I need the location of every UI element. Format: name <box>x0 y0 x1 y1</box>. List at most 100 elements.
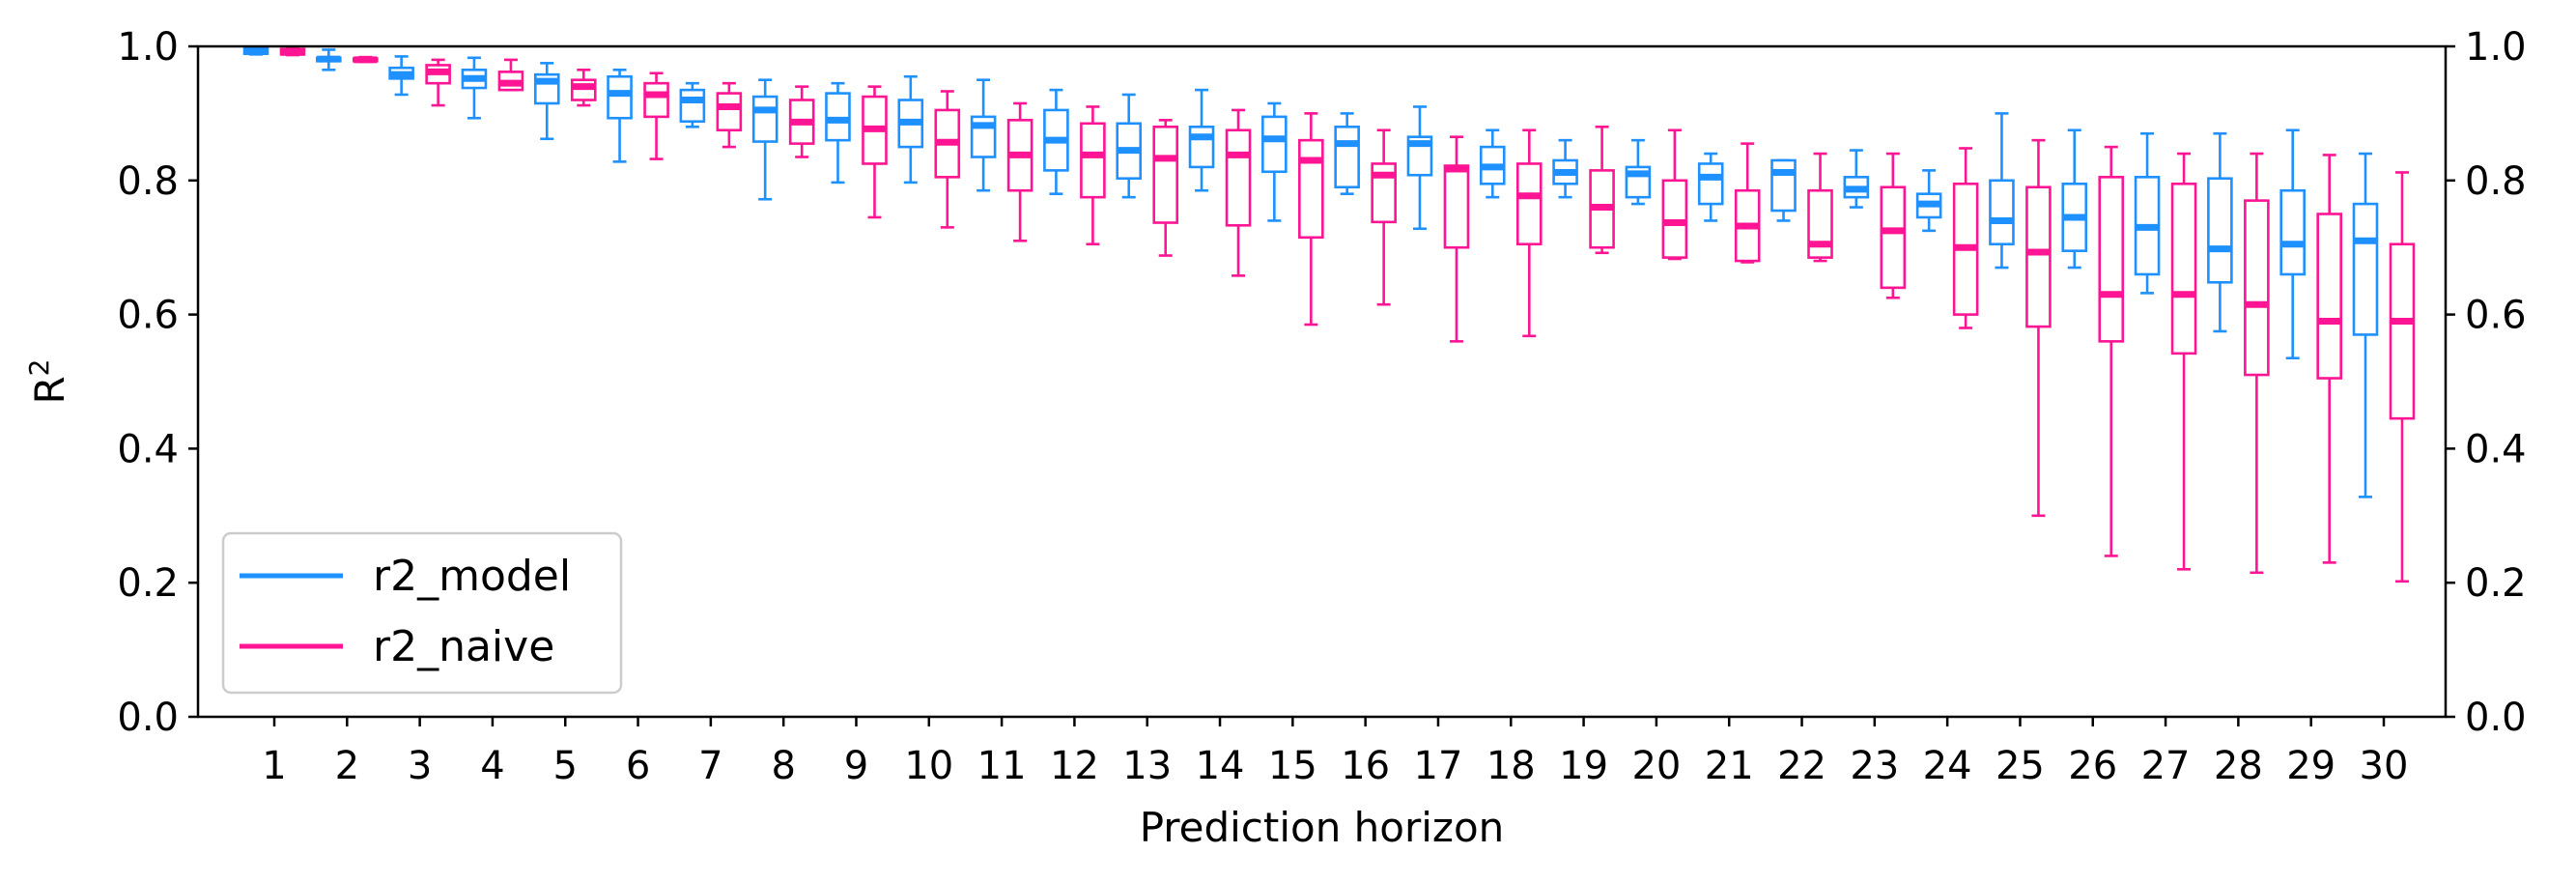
x-axis-label: Prediction horizon <box>1140 804 1505 851</box>
x-tick-label: 4 <box>480 744 504 788</box>
box-r2-naive-15 <box>1298 112 1324 327</box>
box-r2-naive-27 <box>2170 152 2197 571</box>
box-r2-model-15 <box>1261 101 1288 222</box>
box-r2-model-13 <box>1116 93 1143 199</box>
x-tick-label: 24 <box>1923 744 1972 788</box>
x-tick-label: 29 <box>2286 744 2335 788</box>
box-iqr <box>2098 176 2125 343</box>
x-tick-label: 2 <box>335 744 359 788</box>
box-r2-model-26 <box>2061 128 2088 270</box>
box-iqr <box>1770 158 1797 213</box>
box-r2-naive-12 <box>1080 105 1106 246</box>
x-tick-label: 10 <box>904 744 953 788</box>
x-tick-label: 6 <box>626 744 650 788</box>
x-tick-label: 18 <box>1486 744 1536 788</box>
box-r2-model-9 <box>825 81 851 185</box>
y-tick-label-right: 0.6 <box>2465 294 2527 338</box>
legend-box <box>221 531 623 695</box>
box-iqr <box>716 92 743 132</box>
box-r2-naive-1 <box>279 46 306 57</box>
box-r2-model-12 <box>1043 88 1069 195</box>
box-iqr <box>1261 115 1288 174</box>
x-tick-label: 13 <box>1122 744 1172 788</box>
box-r2-naive-30 <box>2389 171 2416 583</box>
x-tick-label: 25 <box>1996 744 2045 788</box>
x-tick-label: 23 <box>1850 744 1899 788</box>
box-r2-naive-13 <box>1152 119 1179 257</box>
box-iqr <box>2352 202 2379 336</box>
box-r2-model-3 <box>388 55 414 97</box>
box-r2-model-16 <box>1334 112 1360 195</box>
y-tick-label-right: 0.8 <box>2465 159 2527 204</box>
box-r2-naive-10 <box>934 90 961 229</box>
x-tick-label: 12 <box>1050 744 1099 788</box>
box-iqr <box>2279 188 2306 276</box>
box-iqr <box>1188 125 1215 169</box>
box-r2-naive-17 <box>1443 135 1470 343</box>
y-tick-label-left: 1.0 <box>117 25 179 70</box>
x-tick-label: 21 <box>1705 744 1754 788</box>
box-r2-model-19 <box>1552 138 1578 199</box>
box-iqr <box>2389 242 2416 420</box>
box-r2-model-25 <box>1989 112 2015 270</box>
box-r2-naive-28 <box>2244 152 2270 575</box>
box-iqr <box>1152 125 1179 224</box>
legend: r2_model r2_naive <box>221 531 623 695</box>
box-r2-model-28 <box>2207 131 2233 333</box>
x-tick-label: 8 <box>771 744 795 788</box>
box-r2-model-14 <box>1188 88 1215 192</box>
box-r2-model-29 <box>2279 128 2306 360</box>
box-r2-model-22 <box>1770 158 1797 222</box>
box-r2-model-17 <box>1406 105 1433 231</box>
box-r2-naive-25 <box>2025 138 2052 518</box>
box-iqr <box>607 74 633 120</box>
box-r2-model-11 <box>970 78 997 192</box>
y-tick-label-right: 1.0 <box>2465 25 2527 70</box>
box-r2-naive-20 <box>1661 128 1688 261</box>
box-r2-model-21 <box>1697 152 1724 222</box>
x-tick-label: 30 <box>2360 744 2409 788</box>
box-r2-model-10 <box>897 74 924 185</box>
box-r2-model-27 <box>2134 131 2161 295</box>
x-tick-label: 14 <box>1196 744 1245 788</box>
box-r2-naive-19 <box>1589 125 1615 255</box>
box-iqr <box>2025 185 2052 328</box>
box-r2-naive-11 <box>1006 101 1033 242</box>
y-tick-label-left: 0.2 <box>117 561 179 606</box>
box-iqr <box>679 88 706 124</box>
y-tick-label-left: 0.8 <box>117 159 179 204</box>
x-tick-label: 26 <box>2068 744 2117 788</box>
box-r2-naive-29 <box>2316 154 2342 564</box>
box-r2-model-30 <box>2352 152 2379 498</box>
box-r2-naive-3 <box>425 58 451 107</box>
x-tick-label: 15 <box>1268 744 1317 788</box>
box-iqr <box>1880 185 1907 290</box>
x-tick-label: 27 <box>2141 744 2191 788</box>
box-iqr <box>643 81 669 119</box>
x-tick-label: 5 <box>553 744 578 788</box>
box-iqr <box>1225 128 1252 227</box>
box-r2-naive-6 <box>643 71 669 160</box>
x-tick-label: 7 <box>698 744 722 788</box>
box-r2-model-1 <box>242 45 269 56</box>
y-tick-label-left: 0.6 <box>117 294 179 338</box>
x-tick-label: 9 <box>844 744 868 788</box>
box-r2-model-6 <box>607 68 633 163</box>
y-tick-label-left: 0.4 <box>117 427 179 471</box>
box-r2-naive-9 <box>862 85 888 219</box>
box-r2-model-5 <box>533 62 560 141</box>
plot-frame <box>196 44 2448 719</box>
x-tick-label: 22 <box>1777 744 1826 788</box>
box-r2-naive-2 <box>353 55 379 64</box>
box-r2-naive-8 <box>788 85 815 158</box>
legend-label-r2-naive: r2_naive <box>373 622 554 671</box>
box-r2-naive-26 <box>2098 145 2125 557</box>
box-r2-model-4 <box>461 56 488 120</box>
y-axis-label: R2 <box>23 358 73 404</box>
box-r2-naive-7 <box>716 81 743 149</box>
box-iqr <box>1989 179 2015 246</box>
box-r2-naive-14 <box>1225 108 1252 277</box>
box-iqr <box>1661 179 1688 259</box>
x-tick-label: 20 <box>1631 744 1681 788</box>
